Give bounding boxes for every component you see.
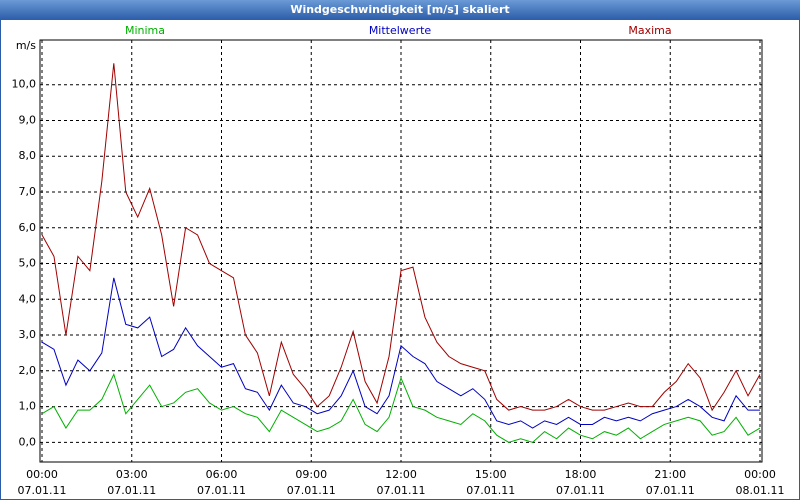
x-tick-label: 07.01.11 (107, 484, 156, 497)
y-tick-label: 9,0 (19, 113, 37, 126)
y-tick-label: 8,0 (19, 149, 37, 162)
title-bar (0, 0, 800, 20)
x-tick-label: 07.01.11 (466, 484, 515, 497)
legend-entry: Minima (125, 24, 165, 37)
x-tick-label: 07.01.11 (646, 484, 695, 497)
x-tick-label: 09:00 (295, 468, 327, 481)
x-tick-label: 18:00 (565, 468, 597, 481)
x-tick-label: 07.01.11 (287, 484, 336, 497)
x-tick-label: 06:00 (206, 468, 238, 481)
y-axis-label: m/s (16, 39, 36, 52)
y-tick-label: 2,0 (19, 364, 37, 377)
series-line (41, 277, 760, 429)
y-tick-label: 10,0 (12, 78, 37, 91)
series-line (41, 373, 761, 443)
x-tick-label: 07.01.11 (18, 484, 67, 497)
y-tick-label: 5,0 (19, 257, 37, 270)
x-tick-label: 03:00 (116, 468, 148, 481)
x-tick-label: 00:00 (26, 468, 58, 481)
y-tick-label: 3,0 (19, 328, 37, 341)
x-tick-label: 07.01.11 (377, 484, 426, 497)
y-tick-label: 6,0 (19, 221, 37, 234)
x-tick-label: 07.01.11 (197, 484, 246, 497)
y-tick-label: 7,0 (19, 185, 37, 198)
legend-entry: Mittelwerte (369, 24, 432, 37)
series-line (41, 63, 761, 412)
x-tick-label: 00:00 (744, 468, 776, 481)
chart-title: Windgeschwindigkeit [m/s] skaliert (290, 3, 509, 16)
y-tick-label: 4,0 (19, 292, 37, 305)
x-tick-label: 12:00 (385, 468, 417, 481)
x-tick-label: 21:00 (654, 468, 686, 481)
y-tick-label: 1,0 (19, 400, 37, 413)
y-tick-label: 0,0 (19, 435, 37, 448)
x-tick-label: 07.01.11 (556, 484, 605, 497)
x-tick-label: 08.01.11 (736, 484, 785, 497)
legend-entry: Maxima (628, 24, 671, 37)
x-tick-label: 15:00 (475, 468, 507, 481)
